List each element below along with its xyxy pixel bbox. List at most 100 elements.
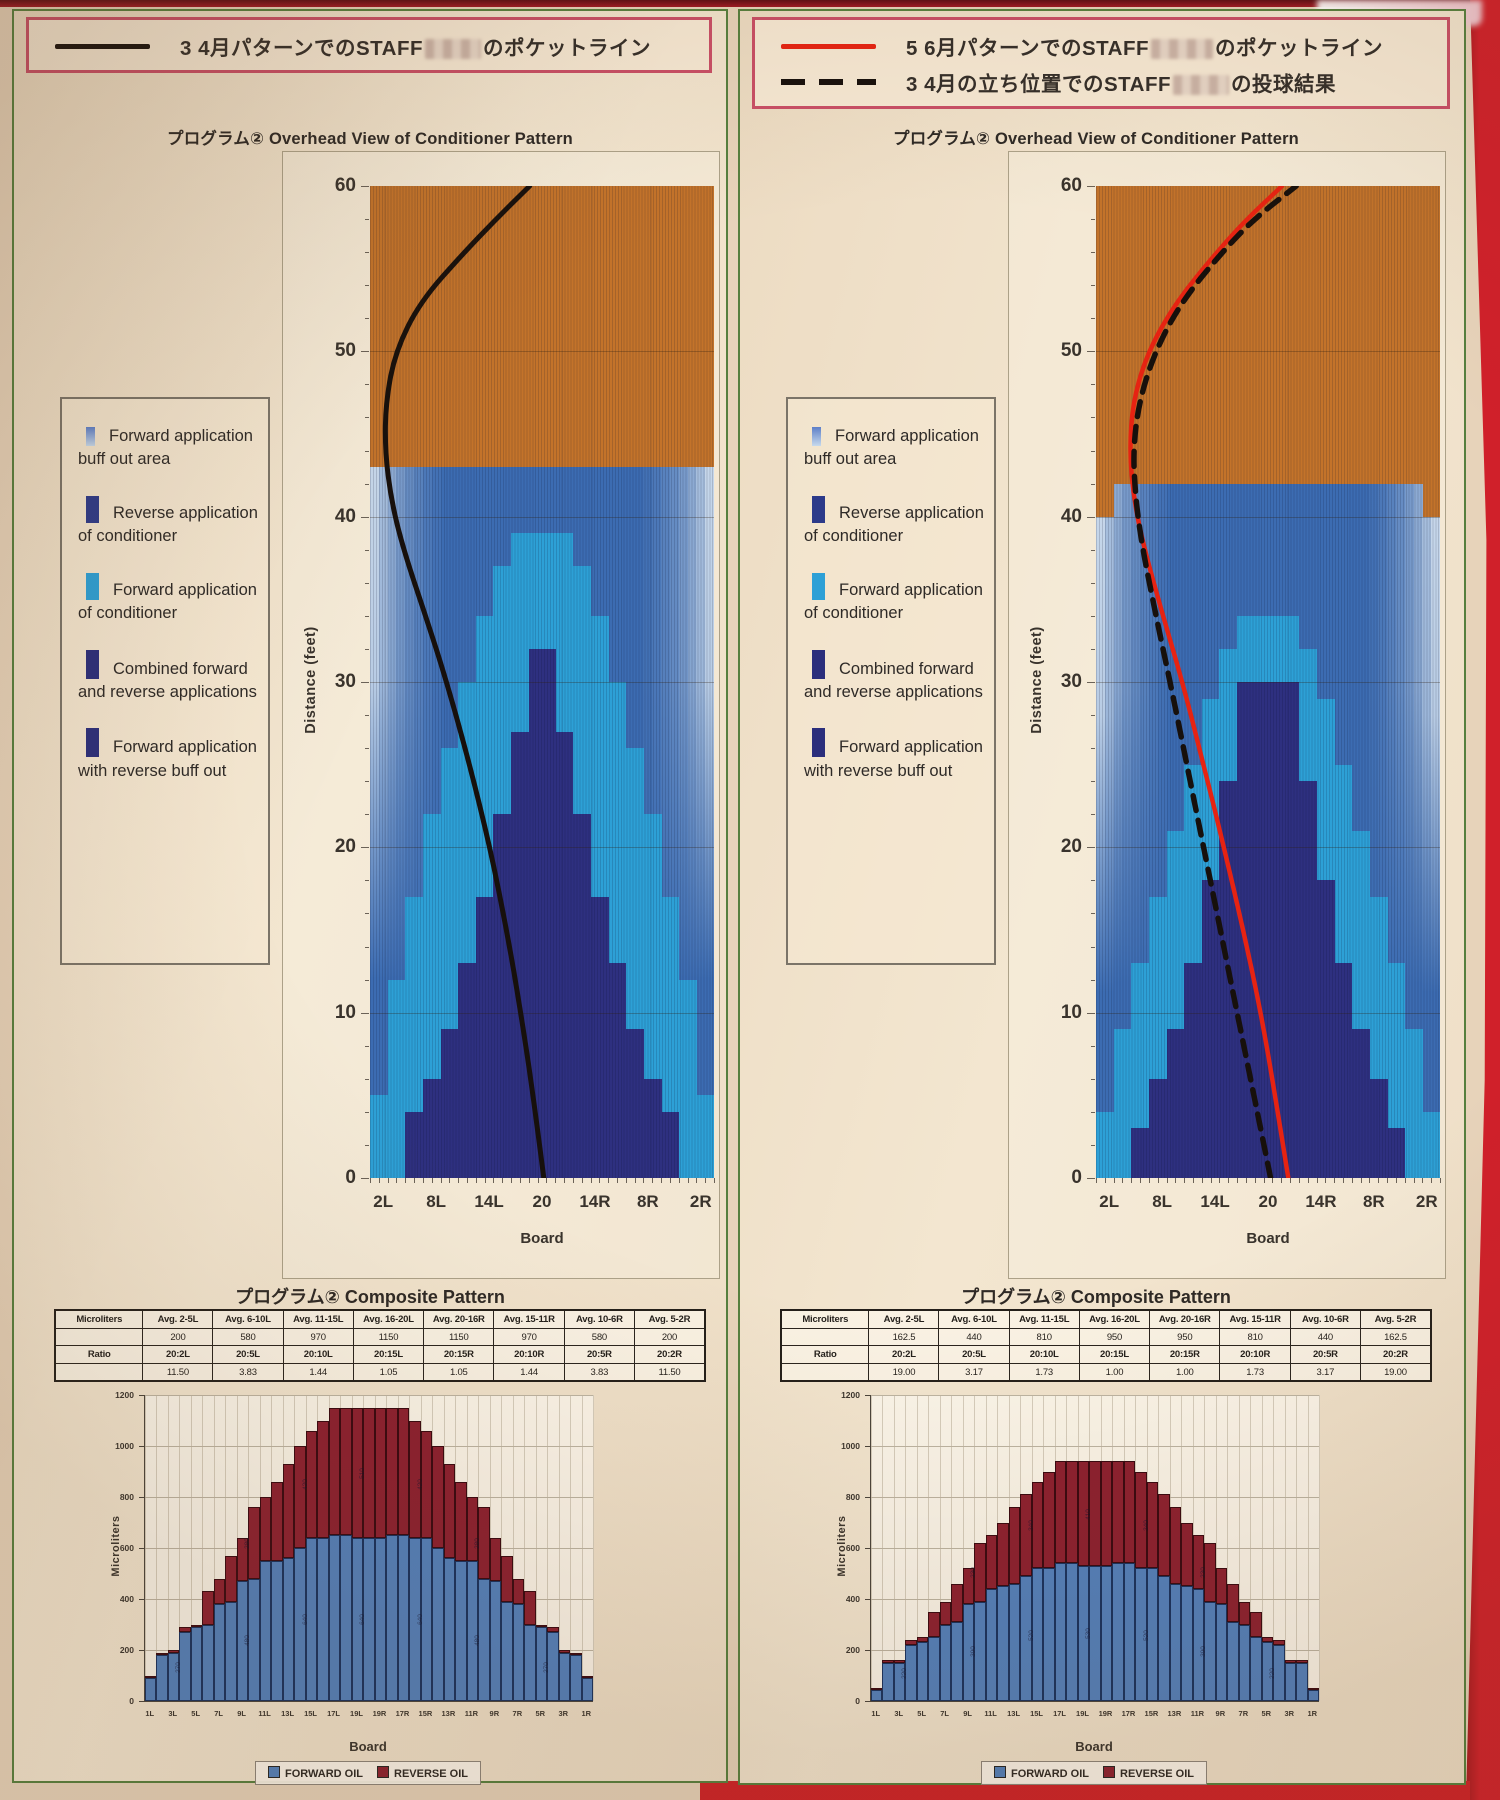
forward-oil-bar bbox=[1089, 1565, 1101, 1701]
table-ratio-row: 19.00 3.17 1.73 1.00 1.00 1.73 3.17 19.00 bbox=[780, 1363, 1432, 1382]
x-axis-tick-label: 11L bbox=[984, 1709, 997, 1718]
combined-oil-column bbox=[634, 1029, 644, 1178]
x-axis-tick-label: 13L bbox=[1007, 1709, 1021, 1718]
reverse-oil-bar bbox=[974, 1542, 986, 1602]
pattern-base-column bbox=[1378, 483, 1388, 1178]
legend-item-label: Forward application buff out area bbox=[804, 427, 979, 469]
x-axis-tick-label: 9R bbox=[1215, 1709, 1226, 1718]
bar-value-label: 640 bbox=[416, 1614, 424, 1626]
table-cell: 950 bbox=[1149, 1328, 1221, 1346]
x-axis-tick bbox=[1272, 1178, 1274, 1183]
combined-oil-column bbox=[1175, 1029, 1185, 1178]
x-axis-tick-label: 8L bbox=[426, 1192, 447, 1211]
combined-oil-column bbox=[493, 814, 503, 1178]
combined-oil-column bbox=[1201, 880, 1212, 1178]
table-cell: 20:15R bbox=[1149, 1345, 1221, 1364]
forward-oil-column bbox=[634, 748, 644, 1178]
x-axis-tick bbox=[1201, 1178, 1203, 1183]
gridline-horizontal bbox=[145, 1395, 593, 1396]
reverse-oil-bar bbox=[1238, 1601, 1251, 1625]
pattern-base-column bbox=[1122, 483, 1132, 1178]
combined-oil-column bbox=[1387, 1128, 1397, 1178]
x-axis-tick bbox=[687, 1178, 689, 1183]
y-axis-tick bbox=[365, 615, 369, 617]
combined-oil-column bbox=[546, 648, 556, 1178]
x-axis-tick bbox=[705, 1178, 707, 1183]
forward-oil-bar bbox=[340, 1535, 352, 1701]
pattern-base-column bbox=[687, 467, 697, 1178]
chart-legend: FORWARD OIL REVERSE OIL bbox=[870, 1761, 1318, 1785]
x-axis-tick-label: 1L bbox=[871, 1709, 881, 1718]
buff-out-gradient-column bbox=[687, 467, 697, 1178]
y-axis-tick-label: 30 bbox=[334, 671, 356, 692]
y-axis-tick bbox=[365, 384, 369, 386]
x-axis-tick bbox=[1148, 1178, 1150, 1183]
forward-oil-bar bbox=[882, 1662, 894, 1701]
forward-oil-bar bbox=[928, 1637, 940, 1701]
table-cell: Avg. 10-6R bbox=[1289, 1309, 1361, 1329]
pattern-base-column bbox=[1387, 483, 1397, 1178]
table-ratio-row: 11.50 3.83 1.44 1.05 1.05 1.44 3.83 11.50 bbox=[54, 1363, 706, 1382]
forward-oil-column bbox=[370, 1095, 380, 1178]
reverse-oil-bar bbox=[466, 1497, 479, 1561]
legend-item: Combined forward and reverse application… bbox=[78, 649, 260, 705]
buff-out-gradient-column bbox=[387, 467, 397, 1178]
x-axis-tick bbox=[1378, 1178, 1380, 1183]
table-cell: Avg. 2-5L bbox=[142, 1309, 214, 1329]
legend-swatch bbox=[812, 728, 825, 758]
combined-oil-column bbox=[1342, 963, 1353, 1178]
combined-oil-column bbox=[467, 963, 477, 1178]
program-number-label: プログラム② bbox=[961, 1287, 1066, 1307]
combined-oil-column bbox=[519, 731, 530, 1178]
legend-item: Forward application of conditioner bbox=[78, 572, 260, 626]
reverse-oil-bar bbox=[951, 1583, 963, 1622]
combined-oil-column bbox=[1395, 1128, 1406, 1178]
table-cell: Avg. 2-5L bbox=[868, 1309, 940, 1329]
reverse-oil-bar bbox=[905, 1639, 917, 1645]
forward-oil-bar bbox=[1054, 1563, 1067, 1701]
y-axis-tick bbox=[865, 1599, 870, 1600]
x-axis-tick bbox=[528, 1178, 530, 1183]
reverse-oil-bar bbox=[916, 1637, 929, 1643]
bar-value-label: 390 bbox=[970, 1646, 978, 1658]
photo-top-edge bbox=[0, 0, 1500, 7]
y-axis-tick bbox=[1091, 219, 1095, 221]
reverse-oil-bar bbox=[1054, 1461, 1067, 1564]
forward-oil-column bbox=[467, 682, 477, 1178]
y-axis-tick bbox=[365, 1144, 369, 1146]
combined-oil-column bbox=[1219, 781, 1229, 1178]
forward-oil-bar bbox=[213, 1604, 226, 1701]
x-axis-tick bbox=[1113, 1178, 1115, 1183]
forward-oil-column bbox=[1122, 1029, 1132, 1178]
reverse-oil-bar bbox=[478, 1507, 490, 1579]
x-axis-tick-label: 7R bbox=[512, 1709, 523, 1718]
forward-oil-column bbox=[1113, 1029, 1123, 1178]
x-axis-tick bbox=[1431, 1178, 1433, 1183]
forward-oil-column bbox=[1431, 1111, 1440, 1178]
reverse-oil-bar bbox=[190, 1624, 203, 1628]
forward-oil-bar bbox=[466, 1560, 479, 1701]
table-cell: 20:5L bbox=[212, 1345, 284, 1364]
y-axis-tick bbox=[361, 351, 369, 353]
microliters-ratio-table: Microliters Avg. 2-5L Avg. 6-10L Avg. 11-15… bbox=[780, 1309, 1432, 1382]
forward-oil-column bbox=[669, 896, 680, 1178]
x-axis-tick-label: 3L bbox=[894, 1709, 904, 1718]
combined-oil-column bbox=[449, 1029, 459, 1178]
table-cell: Avg. 20-16R bbox=[1149, 1309, 1221, 1329]
table-cell: 1.00 bbox=[1078, 1363, 1151, 1382]
table-cell: Avg. 5-2R bbox=[1359, 1309, 1432, 1329]
combined-oil-column bbox=[1298, 781, 1309, 1178]
forward-oil-column bbox=[1175, 830, 1185, 1178]
x-axis-tick-label: 15L bbox=[304, 1709, 318, 1718]
table-cell: Avg. 16-20L bbox=[352, 1309, 425, 1329]
table-cell: Microliters bbox=[54, 1309, 144, 1329]
pattern-base-column bbox=[387, 467, 397, 1178]
x-axis-tick-label: 3L bbox=[168, 1709, 178, 1718]
x-axis-tick-label: 19R bbox=[1098, 1709, 1113, 1718]
combined-oil-column bbox=[625, 1029, 636, 1178]
bar-value-label: 280 bbox=[474, 1537, 482, 1549]
combined-oil-column bbox=[1157, 1078, 1168, 1178]
x-axis-tick-label: 7L bbox=[940, 1709, 950, 1718]
forward-oil-column bbox=[1131, 963, 1141, 1178]
line-legend-box: 5 6月パターンでのSTAFF のポケットライン 3 4月の立ち位置でのSTAFF の… bbox=[752, 17, 1450, 109]
